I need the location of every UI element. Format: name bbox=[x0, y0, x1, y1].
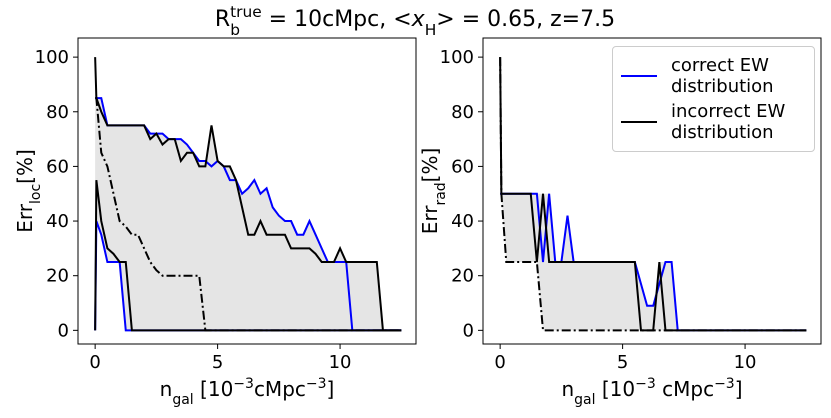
figure-title-part: b bbox=[230, 21, 240, 39]
figure-title-part: > = 0.65, z=7.5 bbox=[436, 7, 615, 32]
y-axis-label-part: Err bbox=[13, 203, 37, 233]
figure-title-part: = 10cMpc, < bbox=[262, 7, 412, 32]
y-axis-label: Errrad[%] bbox=[418, 148, 449, 235]
y-tick-label: 20 bbox=[451, 266, 474, 287]
figure-title-part: H bbox=[425, 21, 437, 39]
x-axis-label-part: n bbox=[561, 377, 574, 401]
y-tick-label: 100 bbox=[35, 47, 69, 68]
legend-label: correct EW distribution bbox=[671, 55, 774, 97]
x-tick-label: 5 bbox=[212, 352, 223, 373]
legend-label: incorrect EW distribution bbox=[671, 101, 786, 143]
y-tick-label: 80 bbox=[46, 102, 69, 123]
legend-entry: correct EW distribution bbox=[621, 55, 806, 97]
x-axis-label-part: cMpc bbox=[656, 377, 714, 401]
y-axis-label: Errloc[%] bbox=[13, 149, 44, 233]
x-axis-label-part: ] bbox=[735, 377, 743, 401]
axes-frame bbox=[77, 37, 417, 345]
x-tick-label: 10 bbox=[734, 352, 757, 373]
y-tick-label: 40 bbox=[46, 211, 69, 232]
x-axis-label-part: gal bbox=[574, 392, 595, 408]
y-axis-label-part: rad bbox=[433, 182, 449, 205]
y-axis-label-part: loc bbox=[28, 184, 44, 204]
data-line bbox=[94, 57, 402, 332]
y-tick-label: 0 bbox=[58, 320, 69, 341]
x-axis-label-part: n bbox=[160, 377, 173, 401]
y-axis-label-part: Err bbox=[418, 205, 442, 235]
y-tick-label: 60 bbox=[46, 156, 69, 177]
y-axis-label-part: [%] bbox=[418, 148, 442, 183]
x-axis-label-part: gal bbox=[172, 392, 193, 408]
axes-frame bbox=[482, 37, 822, 345]
data-line bbox=[499, 57, 807, 332]
x-tick-label: 0 bbox=[89, 352, 100, 373]
y-tick-label: 100 bbox=[440, 47, 474, 68]
x-axis-label-part: [10 bbox=[194, 377, 234, 401]
y-tick-label: 20 bbox=[46, 266, 69, 287]
y-tick-label: 80 bbox=[451, 102, 474, 123]
x-tick-label: 0 bbox=[494, 352, 505, 373]
figure-title-part: x bbox=[411, 7, 426, 32]
data-line bbox=[95, 97, 402, 332]
shaded-range bbox=[95, 57, 402, 331]
figure-title: Rbtrue = 10cMpc, <xH> = 0.65, z=7.5 bbox=[215, 3, 615, 39]
figure-title-part: R bbox=[215, 7, 230, 32]
x-tick-label: 5 bbox=[617, 352, 628, 373]
x-axis-label: ngal [10−3 cMpc−3] bbox=[561, 376, 742, 408]
x-axis-label-part: −3 bbox=[306, 376, 327, 392]
legend-swatch bbox=[621, 75, 657, 77]
x-axis-label-part: −3 bbox=[233, 376, 254, 392]
x-axis-label-part: cMpc bbox=[254, 377, 306, 401]
y-tick-label: 0 bbox=[463, 320, 474, 341]
legend-swatch bbox=[621, 121, 657, 123]
y-axis-label-part: [%] bbox=[13, 149, 37, 184]
legend-entry: incorrect EW distribution bbox=[621, 101, 806, 143]
x-axis-label-part: [10 bbox=[596, 377, 636, 401]
x-axis-label: ngal [10−3cMpc−3] bbox=[160, 376, 335, 408]
x-axis-label-part: ] bbox=[327, 377, 335, 401]
x-axis-label-part: −3 bbox=[714, 376, 735, 392]
legend: correct EW distribution incorrect EW dist… bbox=[612, 46, 815, 152]
figure-title-part: true bbox=[230, 3, 262, 21]
y-tick-label: 60 bbox=[451, 156, 474, 177]
x-tick-label: 10 bbox=[329, 352, 352, 373]
x-axis-label-part: −3 bbox=[635, 376, 656, 392]
y-tick-label: 40 bbox=[451, 211, 474, 232]
